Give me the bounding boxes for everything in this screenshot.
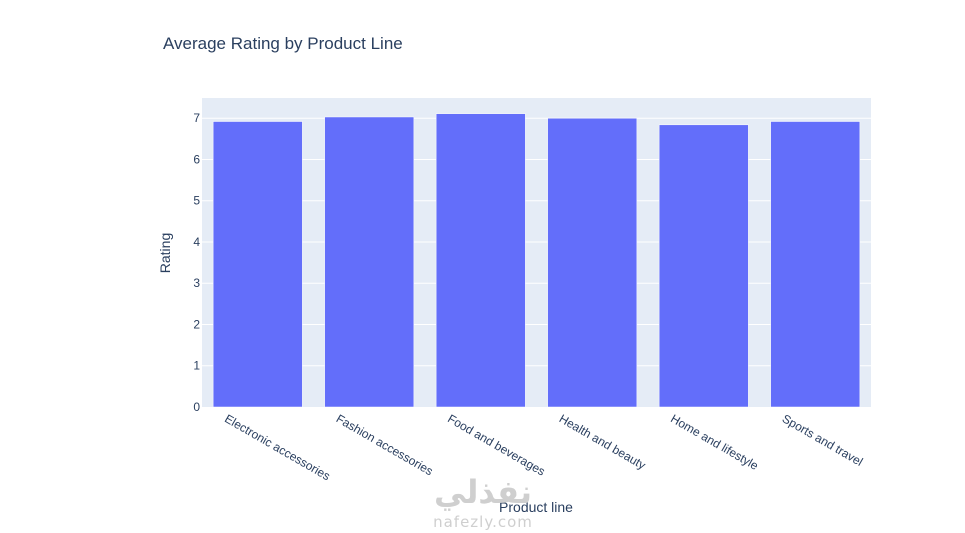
x-axis-ticks: Electronic accessories Fashion accessorie… (222, 411, 865, 483)
watermark-latin: nafezly.com (433, 513, 533, 531)
y-tick-label: 5 (193, 194, 200, 208)
bar (770, 121, 861, 408)
x-tick-label: Food and beverages (445, 411, 547, 478)
y-axis-title: Rating (157, 233, 173, 273)
x-axis-title: Product line (499, 499, 573, 515)
chart-title: Average Rating by Product Line (163, 34, 403, 53)
watermark: نفذلي nafezly.com (433, 473, 533, 531)
x-tick-label: Fashion accessories (334, 411, 436, 478)
bar (547, 117, 638, 408)
x-tick-label: Home and lifestyle (668, 411, 761, 473)
bar (212, 121, 303, 408)
gridlines (202, 117, 871, 367)
y-tick-label: 1 (193, 359, 200, 373)
y-tick-label: 7 (193, 111, 200, 125)
bar (435, 113, 526, 408)
y-tick-label: 2 (193, 317, 200, 331)
x-tick-label: Health and beauty (557, 411, 648, 472)
x-tick-label: Sports and travel (780, 411, 866, 468)
bars (212, 113, 861, 408)
y-axis-ticks: 0 1 2 3 4 5 6 7 (193, 111, 200, 414)
y-tick-label: 0 (193, 400, 200, 414)
y-tick-label: 6 (193, 152, 200, 166)
x-tick-label: Electronic accessories (222, 411, 332, 483)
bar (324, 116, 415, 408)
plot-area (202, 98, 871, 407)
watermark-arabic: نفذلي (434, 473, 532, 511)
bar (658, 124, 749, 408)
y-tick-label: 3 (193, 276, 200, 290)
y-tick-label: 4 (193, 235, 200, 249)
